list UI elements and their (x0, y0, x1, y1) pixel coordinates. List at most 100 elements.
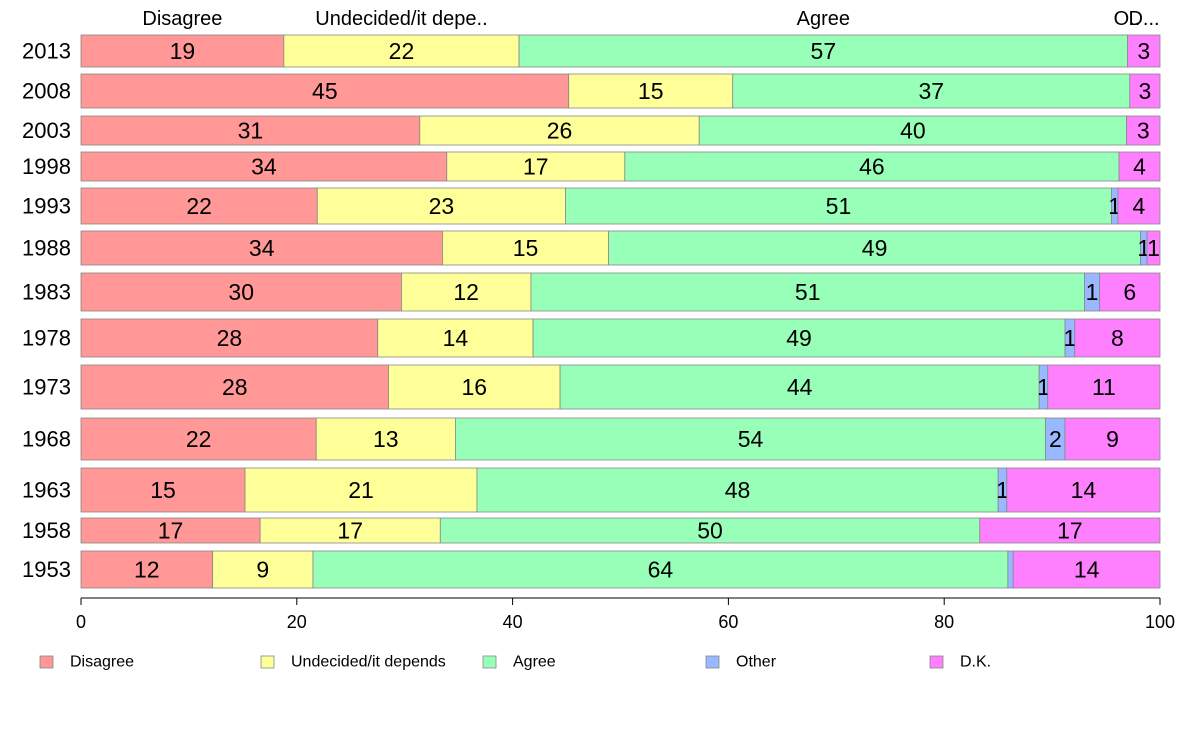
bar-segment-1988-2 (608, 230, 1141, 266)
bar-segment-2003-1 (419, 115, 700, 146)
bar-segment-1963-0 (80, 467, 246, 513)
year-label: 1988 (22, 236, 71, 261)
bar-segment-1983-4 (1099, 272, 1161, 312)
year-label: 1963 (22, 478, 71, 503)
bar-row-2008: 2008 45 15 37 3 (22, 73, 1161, 109)
x-tick-label: 80 (934, 612, 954, 632)
bar-segment-1973-0 (80, 364, 389, 410)
data-label: 8 (1111, 325, 1124, 351)
bar-segment-1963-1 (244, 467, 478, 513)
bar-segment-1963-4 (1006, 467, 1161, 513)
legend-label: Agree (513, 654, 556, 671)
data-label: 1 (1086, 279, 1099, 305)
data-label: 30 (228, 279, 254, 305)
bar-segment-1998-1 (446, 151, 626, 182)
data-label: 50 (697, 518, 723, 544)
data-label: 49 (862, 235, 888, 261)
data-label: 3 (1137, 118, 1150, 144)
bar-segment-2008-1 (568, 73, 734, 109)
column-header: O.. (1114, 8, 1141, 30)
data-label: 37 (918, 78, 944, 104)
data-label: 34 (251, 154, 277, 180)
bar-segment-2008-4 (1129, 73, 1161, 109)
bar-row-1963: 1963 15 21 48 1 14 (22, 467, 1161, 513)
data-label: 17 (523, 154, 549, 180)
data-label: 3 (1137, 38, 1150, 64)
data-label: 31 (238, 118, 264, 144)
bar-segment-1978-1 (377, 318, 534, 358)
data-label: 1 (1064, 325, 1077, 351)
year-label: 1958 (22, 518, 71, 543)
bar-segment-1968-4 (1064, 417, 1161, 461)
column-header: Disagree (142, 8, 222, 30)
data-label: 48 (725, 477, 751, 503)
bar-segment-1958-4 (979, 517, 1161, 544)
data-label: 12 (134, 557, 160, 583)
data-label: 17 (337, 518, 363, 544)
bar-segment-1958-1 (259, 517, 441, 544)
bar-segment-1958-0 (80, 517, 261, 544)
bar-segment-2003-4 (1126, 115, 1161, 146)
legend-item: D.K. (929, 654, 991, 671)
year-label: 2013 (22, 39, 71, 64)
year-label: 1968 (22, 427, 71, 452)
bar-segment-1973-4 (1047, 364, 1161, 410)
legend-label: Other (736, 654, 777, 671)
data-label: 14 (443, 325, 469, 351)
legend-swatch (929, 655, 944, 669)
year-label: 1978 (22, 326, 71, 351)
legend-item: Disagree (39, 654, 134, 671)
bar-segment-2003-0 (80, 115, 421, 146)
bar-segment-2013-1 (283, 34, 520, 68)
data-label: 13 (373, 426, 399, 452)
bar-segment-1968-2 (455, 417, 1047, 461)
year-label: 2008 (22, 79, 71, 104)
legend-swatch (705, 655, 720, 669)
bar-segment-1953-0 (80, 550, 214, 589)
legend-label: Disagree (70, 654, 134, 671)
bar-segment-1998-2 (624, 151, 1120, 182)
bar-segment-1978-0 (80, 318, 379, 358)
year-label: 1973 (22, 375, 71, 400)
data-label: 40 (900, 118, 926, 144)
legend-item: Agree (482, 654, 556, 671)
data-label: 14 (1071, 477, 1097, 503)
data-label: 23 (429, 193, 455, 219)
data-label: 17 (158, 518, 184, 544)
data-label: 1 (996, 477, 1009, 503)
data-label: 28 (222, 374, 248, 400)
data-label: 3 (1138, 78, 1151, 104)
bar-segment-1988-4 (1146, 230, 1161, 266)
data-label: 4 (1133, 193, 1146, 219)
legend-swatch (482, 655, 497, 669)
data-label: 64 (648, 557, 674, 583)
data-label: 14 (1074, 557, 1100, 583)
data-label: 22 (186, 193, 212, 219)
bar-segment-1973-1 (388, 364, 561, 410)
data-label: 15 (513, 235, 539, 261)
bar-segment-1993-2 (565, 187, 1112, 225)
bar-segment-1953-2 (312, 550, 1009, 589)
data-label: 28 (217, 325, 243, 351)
bar-segment-1998-4 (1118, 151, 1161, 182)
data-label: 44 (787, 374, 813, 400)
bar-row-1998: 1998 34 17 46 4 (22, 151, 1161, 182)
data-label: 9 (256, 557, 269, 583)
year-label: 2003 (22, 118, 71, 143)
legend-item: Undecided/it depends (260, 654, 446, 671)
bar-segment-2008-0 (80, 73, 570, 109)
column-header: Agree (797, 8, 850, 30)
bar-segment-1968-0 (80, 417, 317, 461)
column-headers: Disagree Undecided/it depe.. Agree O..D... (142, 8, 1159, 30)
data-label: 54 (738, 426, 764, 452)
x-tick-label: 60 (718, 612, 738, 632)
data-label: 1 (1037, 374, 1050, 400)
data-label: 12 (453, 279, 479, 305)
bar-segment-1978-4 (1074, 318, 1161, 358)
bar-segment-1998-0 (80, 151, 448, 182)
column-header: Undecided/it depe.. (315, 8, 487, 30)
data-label: 49 (786, 325, 812, 351)
bar-segment-2008-2 (732, 73, 1131, 109)
data-label: 15 (150, 477, 176, 503)
